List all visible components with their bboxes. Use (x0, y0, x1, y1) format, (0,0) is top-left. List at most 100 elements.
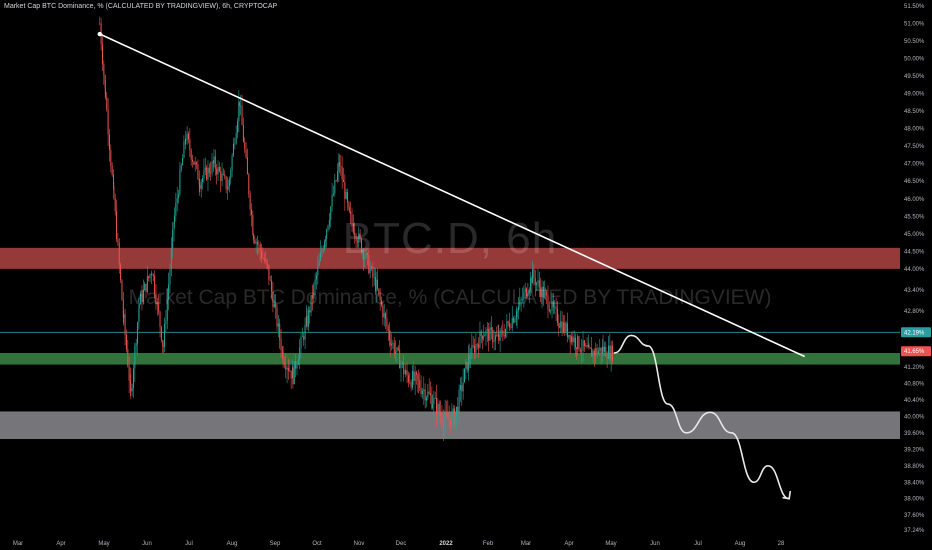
candle-body (305, 316, 307, 325)
candle-body (547, 295, 549, 310)
candle-body (463, 368, 465, 383)
support-zone[interactable] (0, 352, 900, 365)
candle-body (332, 193, 334, 195)
candle-body (558, 322, 560, 327)
candle-body (541, 286, 543, 297)
candle-body (378, 288, 380, 293)
candle-body (242, 125, 244, 142)
projected-path[interactable] (613, 334, 790, 500)
candle-body (468, 354, 470, 371)
candle-body (214, 156, 216, 169)
price-tick-label: 46.00% (904, 197, 925, 203)
trendline[interactable] (99, 33, 806, 358)
candle-body (610, 345, 612, 360)
candle-body (454, 416, 456, 425)
candle-body (486, 328, 488, 331)
candle-body (148, 276, 150, 278)
candle-body (566, 323, 568, 337)
candle-body (569, 334, 571, 343)
candle-body (238, 101, 240, 122)
resistance-zone[interactable] (0, 247, 900, 269)
candle-body (218, 166, 220, 172)
candle-body (369, 268, 371, 274)
candle-body (211, 161, 213, 174)
candle-body (341, 166, 343, 180)
candle-body (273, 303, 275, 307)
candle-body (424, 389, 426, 401)
candle-body (344, 182, 346, 199)
candle-body (471, 345, 473, 358)
candle-body (479, 331, 481, 348)
candle-body (117, 238, 119, 244)
price-tag-label: 41.65% (904, 349, 925, 355)
candle-body (113, 174, 115, 187)
candle-body (265, 259, 267, 261)
candle-body (444, 411, 446, 421)
price-tick-label: 38.40% (904, 480, 925, 486)
candle-body (259, 244, 261, 252)
candle-body (283, 362, 285, 366)
candle-body (154, 276, 156, 294)
price-tick-label: 38.00% (904, 497, 925, 503)
symbol-header: Market Cap BTC Dominance, % (CALCULATED … (4, 3, 278, 10)
candle-body (496, 335, 498, 336)
candle-body (597, 350, 599, 355)
candle-body (225, 176, 227, 189)
trendline-anchor[interactable] (97, 31, 102, 37)
candle-body (203, 170, 205, 179)
candle-body (430, 393, 432, 396)
candle-body (108, 134, 110, 150)
candle-body (359, 233, 361, 239)
candle-body (208, 167, 210, 174)
candle-body (358, 233, 360, 243)
candle-body (540, 287, 542, 297)
time-tick-label: Jul (185, 541, 193, 547)
candle-body (275, 303, 277, 308)
candle-body (192, 159, 194, 162)
price-tick-label: 41.20% (904, 365, 925, 371)
candle-body (110, 149, 112, 166)
candle-body (592, 350, 594, 357)
candle-body (197, 164, 199, 180)
candle-body (536, 282, 538, 286)
candle-body (386, 318, 388, 327)
candle-body (107, 109, 109, 135)
candle-body (360, 238, 362, 253)
candle-body (403, 362, 405, 374)
candle-body (509, 323, 511, 328)
candle-body (237, 121, 239, 134)
candle-body (289, 370, 291, 372)
candle-body (246, 157, 248, 175)
candle-body (612, 345, 614, 361)
candle-body (502, 330, 504, 335)
price-tick-label: 49.50% (904, 74, 925, 80)
candle-body (564, 322, 566, 332)
candle-body (588, 345, 590, 348)
candle-body (142, 290, 144, 302)
candle-body (280, 338, 282, 351)
candle-body (507, 321, 509, 324)
candle-body (407, 375, 409, 382)
candle-body (258, 244, 260, 246)
price-tick-label: 43.40% (904, 288, 925, 294)
candle-body (144, 283, 146, 291)
candle-body (134, 345, 136, 369)
candle-body (399, 349, 401, 369)
candle-body (375, 277, 377, 292)
target-zone[interactable] (0, 411, 900, 440)
candle-body (254, 239, 256, 244)
time-axis[interactable]: Mar Apr May Jun Jul Aug Sep Oct Nov Dec 2022 Feb Mar… (13, 541, 785, 547)
candle-body (421, 390, 423, 395)
candle-body (552, 300, 554, 308)
candle-body (281, 350, 283, 352)
candle-body (183, 141, 185, 158)
candle-body (351, 214, 353, 224)
time-tick-label: Dec (396, 541, 407, 547)
candle-body (603, 346, 605, 352)
candle-body (581, 350, 583, 352)
candle-body (601, 346, 603, 354)
candle-body (152, 274, 154, 277)
candle-body (173, 222, 175, 230)
price-axis[interactable]: 51.50% 51.00% 50.50% 50.00% 49.50% 49.00% 48.5… (904, 4, 925, 534)
